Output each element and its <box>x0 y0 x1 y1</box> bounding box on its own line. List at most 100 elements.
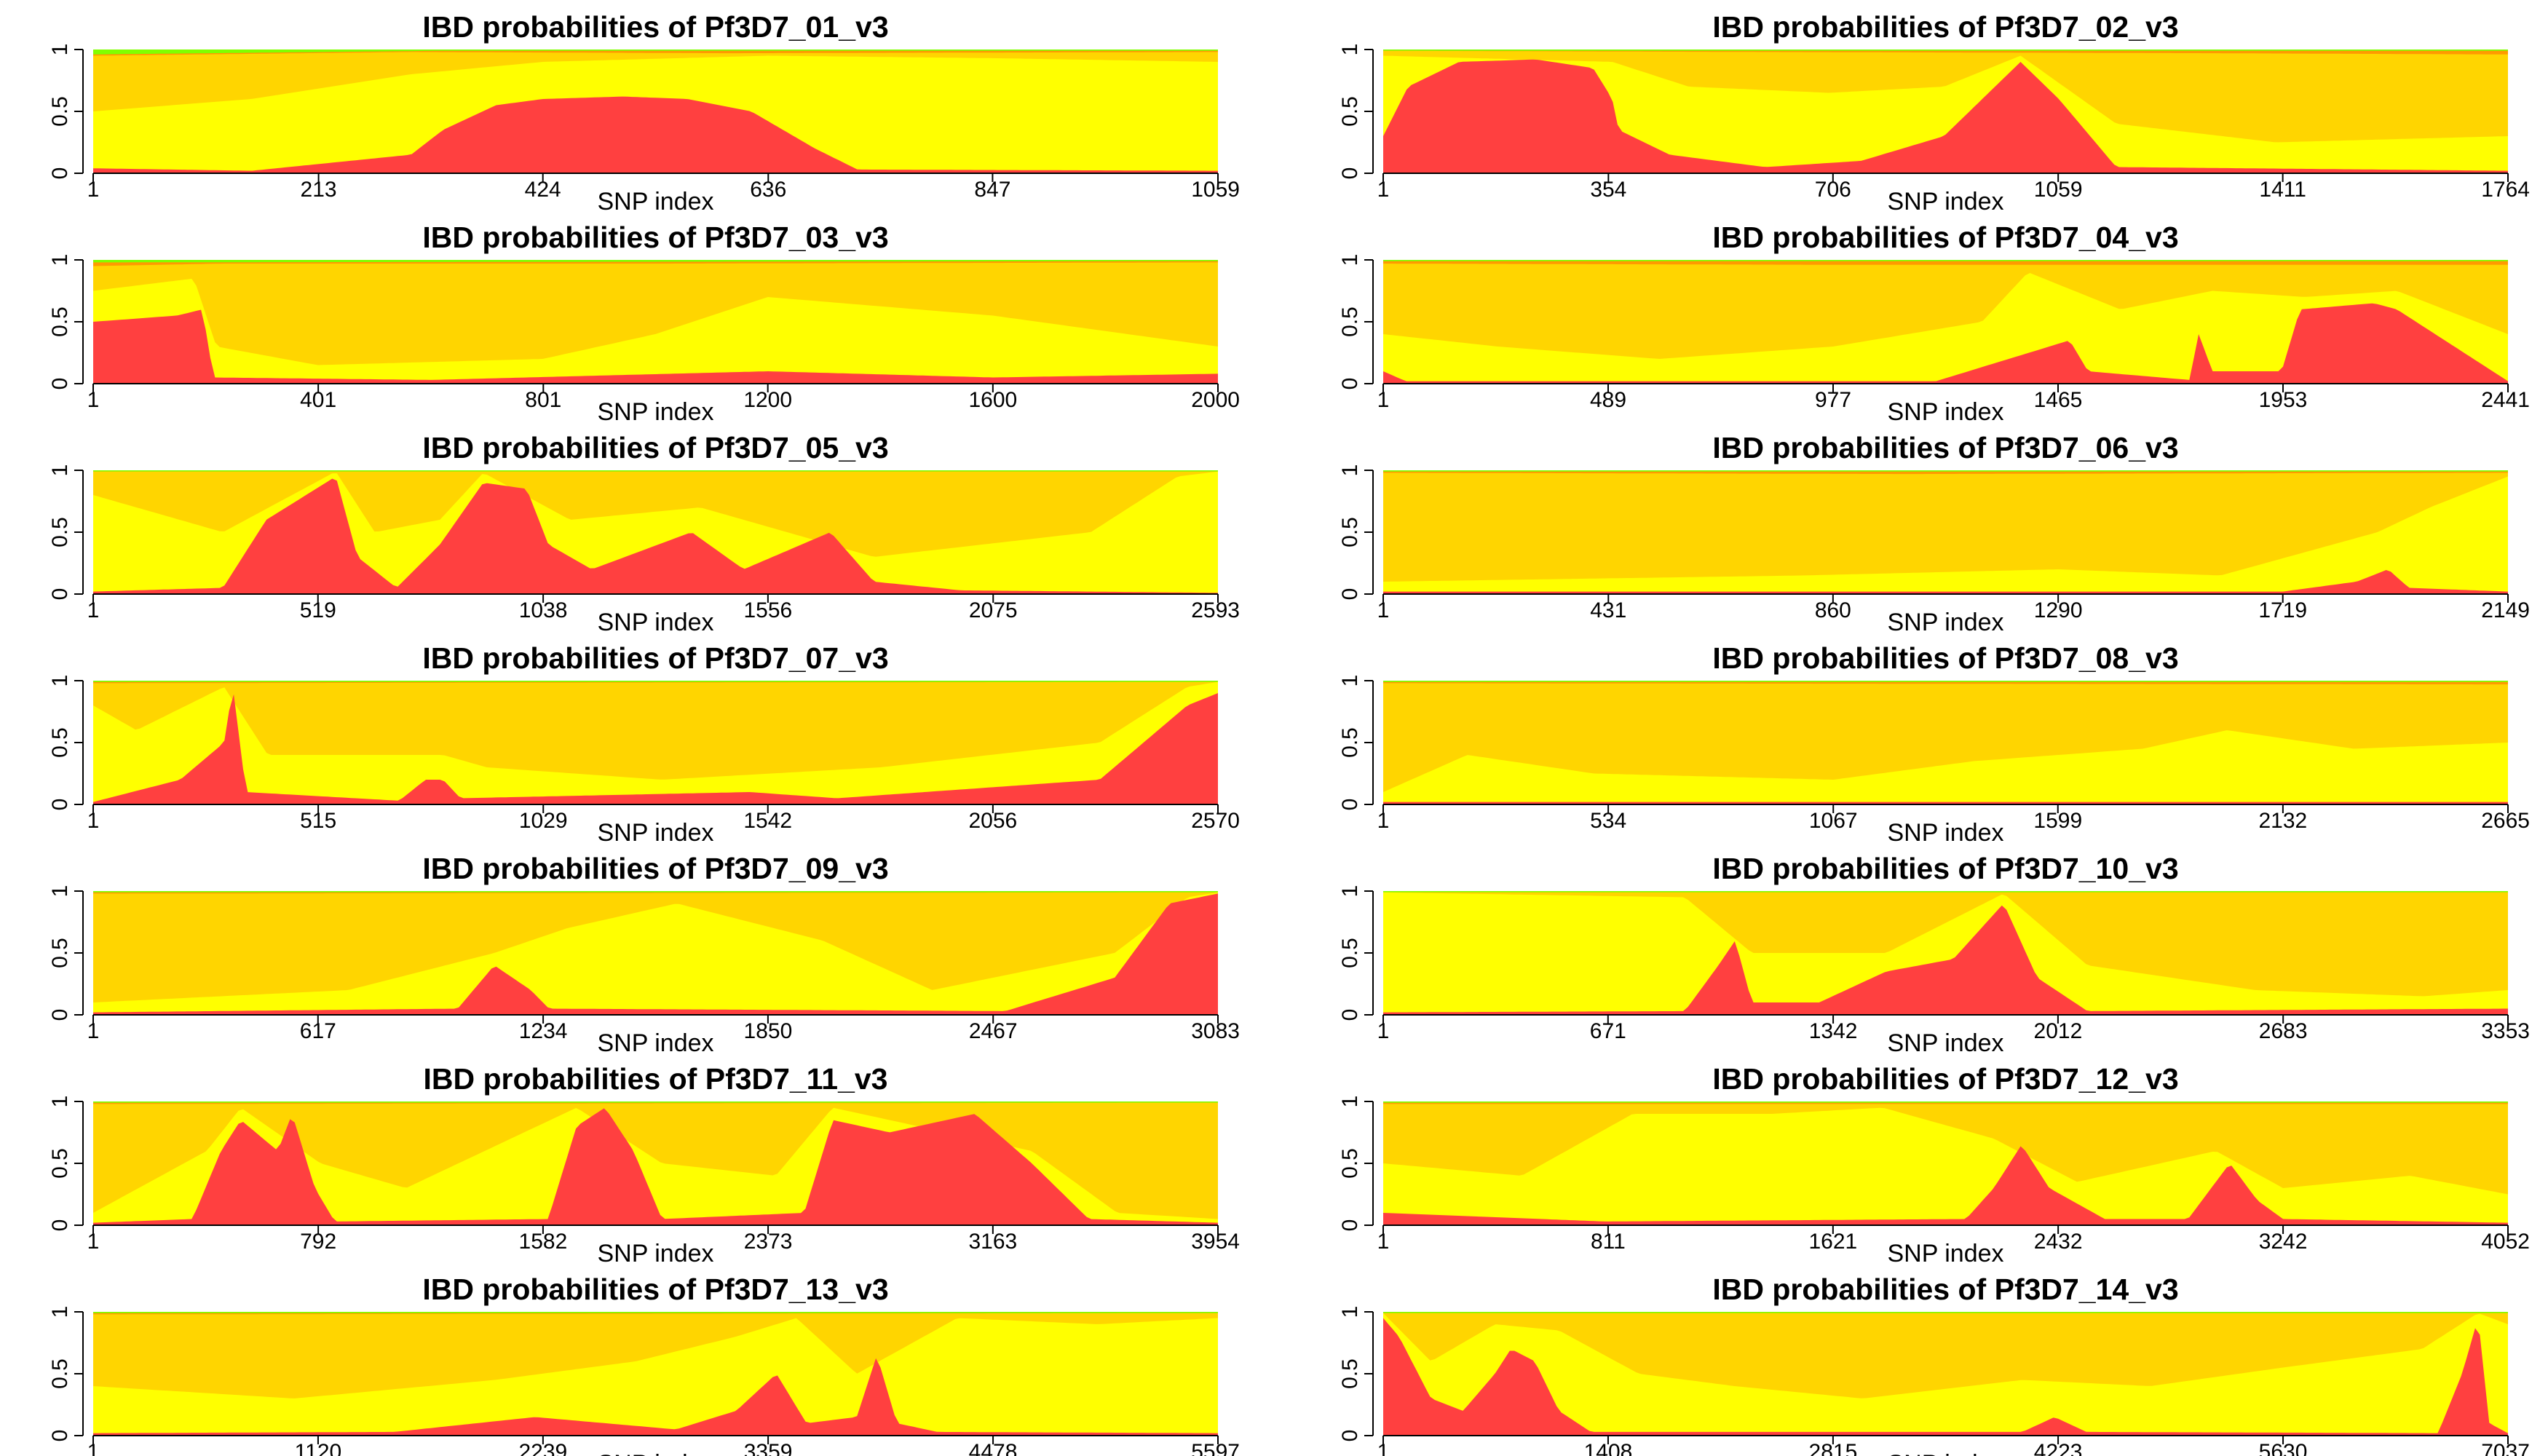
pf3d7-12-x-tick-label-2: 1621 <box>1808 1230 1857 1254</box>
pf3d7-04-x-tick-label-3: 1465 <box>2034 388 2083 412</box>
pf3d7-11-x-tick-label-5: 3954 <box>1191 1230 1240 1254</box>
panel-pf3d7-03: IBD probabilities of Pf3D7_03_v3 1 401 801 1… <box>48 221 1240 426</box>
pf3d7-12-y-tick-label-0: 0 <box>1338 1219 1362 1232</box>
pf3d7-05-y-tick-label-1: 0.5 <box>48 517 72 547</box>
pf3d7-09-y-tick-label-0: 0 <box>48 1009 72 1021</box>
pf3d7-08-x-label: SNP index <box>1887 819 2003 847</box>
pf3d7-02-x-tick-label-2: 706 <box>1815 178 1851 202</box>
pf3d7-07-y-tick-label-1: 0.5 <box>48 727 72 758</box>
pf3d7-11-red-area <box>93 1108 1218 1225</box>
pf3d7-13-x-tick-label-3: 3359 <box>744 1440 793 1456</box>
pf3d7-07-x-tick-label-2: 1029 <box>519 809 568 833</box>
pf3d7-04-y-tick-label-1: 0.5 <box>1338 306 1362 337</box>
pf3d7-01-x-tick-label-3: 636 <box>750 178 786 202</box>
panel-pf3d7-05: IBD probabilities of Pf3D7_05_v3 1 519 1038… <box>48 431 1240 636</box>
pf3d7-06-title: IBD probabilities of Pf3D7_06_v3 <box>1712 431 2178 464</box>
panel-pf3d7-10: IBD probabilities of Pf3D7_10_v3 1 671 1342… <box>1338 852 2530 1057</box>
pf3d7-08-title: IBD probabilities of Pf3D7_08_v3 <box>1712 641 2178 675</box>
pf3d7-07-x-tick-label-5: 2570 <box>1191 809 1240 833</box>
pf3d7-04-x-tick-label-5: 2441 <box>2481 388 2530 412</box>
pf3d7-07-yellow-area <box>93 681 1218 804</box>
pf3d7-14-y-tick-label-0: 0 <box>1338 1430 1362 1442</box>
pf3d7-11-x-label: SNP index <box>597 1240 713 1267</box>
pf3d7-10-x-tick-label-4: 2683 <box>2259 1019 2308 1043</box>
panel-pf3d7-12: IBD probabilities of Pf3D7_12_v3 1 811 1621… <box>1338 1062 2530 1267</box>
pf3d7-04-x-tick-label-2: 977 <box>1815 388 1851 412</box>
pf3d7-04-y-tick-label-0: 0 <box>1338 378 1362 390</box>
pf3d7-14-x-label: SNP index <box>1887 1450 2003 1456</box>
pf3d7-01-x-tick-label-0: 1 <box>87 178 100 202</box>
pf3d7-05-red-area <box>93 478 1218 594</box>
pf3d7-07-y-tick-label-2: 1 <box>48 675 72 687</box>
pf3d7-03-x-label: SNP index <box>597 398 713 426</box>
pf3d7-11-x-tick-label-3: 2373 <box>744 1230 793 1254</box>
pf3d7-05-yellow-area <box>93 471 1218 594</box>
pf3d7-03-x-tick-label-3: 1200 <box>743 388 792 412</box>
pf3d7-01-x-label: SNP index <box>597 188 713 215</box>
pf3d7-14-red-area <box>1383 1318 2508 1436</box>
pf3d7-12-y-tick-label-1: 0.5 <box>1338 1148 1362 1179</box>
pf3d7-13-x-tick-label-1: 1120 <box>295 1440 342 1456</box>
pf3d7-10-x-tick-label-5: 3353 <box>2481 1019 2530 1043</box>
pf3d7-06-x-label: SNP index <box>1887 609 2003 636</box>
pf3d7-02-x-tick-label-4: 1411 <box>2259 178 2306 202</box>
pf3d7-13-x-tick-label-5: 5597 <box>1191 1440 1240 1456</box>
pf3d7-04-x-tick-label-0: 1 <box>1377 388 1390 412</box>
pf3d7-11-y-tick-label-1: 0.5 <box>48 1148 72 1179</box>
pf3d7-12-y-tick-label-2: 1 <box>1338 1096 1362 1108</box>
pf3d7-03-x-tick-label-1: 401 <box>300 388 336 412</box>
pf3d7-02-y-tick-label-0: 0 <box>1338 167 1362 180</box>
pf3d7-14-x-tick-label-5: 7037 <box>2481 1440 2530 1456</box>
pf3d7-08-y-tick-label-0: 0 <box>1338 799 1362 811</box>
pf3d7-02-x-label: SNP index <box>1887 188 2003 215</box>
pf3d7-01-y-tick-label-2: 1 <box>48 44 72 56</box>
pf3d7-08-x-tick-label-5: 2665 <box>2481 809 2530 833</box>
pf3d7-03-x-tick-label-2: 801 <box>525 388 561 412</box>
pf3d7-12-x-tick-label-4: 3242 <box>2259 1230 2308 1254</box>
pf3d7-06-red-area <box>1383 570 2508 594</box>
pf3d7-09-x-tick-label-1: 617 <box>300 1019 336 1043</box>
pf3d7-03-red-area <box>93 309 1218 384</box>
pf3d7-09-y-tick-label-2: 1 <box>48 885 72 898</box>
pf3d7-08-y-tick-label-2: 1 <box>1338 675 1362 687</box>
pf3d7-13-x-tick-label-2: 2239 <box>519 1440 568 1456</box>
panel-pf3d7-06: IBD probabilities of Pf3D7_06_v3 1 431 860 1… <box>1338 431 2530 636</box>
pf3d7-09-x-tick-label-5: 3083 <box>1191 1019 1240 1043</box>
pf3d7-04-x-label: SNP index <box>1887 398 2003 426</box>
pf3d7-12-x-tick-label-5: 4052 <box>2481 1230 2530 1254</box>
pf3d7-02-x-tick-label-1: 354 <box>1590 178 1626 202</box>
pf3d7-05-title: IBD probabilities of Pf3D7_05_v3 <box>422 431 888 464</box>
pf3d7-06-y-tick-label-1: 0.5 <box>1338 517 1362 547</box>
pf3d7-10-x-tick-label-0: 1 <box>1377 1019 1390 1043</box>
pf3d7-13-yellow-area <box>93 1318 1218 1436</box>
pf3d7-11-y-tick-label-0: 0 <box>48 1219 72 1232</box>
pf3d7-11-x-tick-label-2: 1582 <box>519 1230 568 1254</box>
pf3d7-09-x-tick-label-3: 1850 <box>744 1019 793 1043</box>
pf3d7-13-y-tick-label-2: 1 <box>48 1306 72 1318</box>
pf3d7-06-y-tick-label-0: 0 <box>1338 588 1362 601</box>
pf3d7-02-x-tick-label-0: 1 <box>1377 178 1390 202</box>
pf3d7-05-y-tick-label-0: 0 <box>48 588 72 601</box>
pf3d7-10-x-tick-label-2: 1342 <box>1809 1019 1858 1043</box>
pf3d7-13-x-tick-label-0: 1 <box>87 1440 100 1456</box>
pf3d7-07-title: IBD probabilities of Pf3D7_07_v3 <box>422 641 888 675</box>
pf3d7-13-x-tick-label-4: 4478 <box>969 1440 1018 1456</box>
pf3d7-05-y-tick-label-2: 1 <box>48 464 72 477</box>
pf3d7-12-red-area <box>1383 1146 2508 1225</box>
pf3d7-13-x-label: SNP index <box>597 1450 713 1456</box>
pf3d7-12-x-tick-label-0: 1 <box>1377 1230 1390 1254</box>
panel-pf3d7-02: IBD probabilities of Pf3D7_02_v3 1 354 706 1… <box>1338 10 2530 215</box>
pf3d7-10-y-tick-label-0: 0 <box>1338 1009 1362 1021</box>
pf3d7-01-y-tick-label-1: 0.5 <box>48 96 72 127</box>
pf3d7-08-x-tick-label-3: 1599 <box>2033 809 2082 833</box>
pf3d7-03-y-tick-label-1: 0.5 <box>48 306 72 337</box>
pf3d7-02-x-tick-label-5: 1764 <box>2481 178 2530 202</box>
panel-pf3d7-07: IBD probabilities of Pf3D7_07_v3 1 515 1029… <box>48 641 1240 847</box>
pf3d7-04-y-tick-label-2: 1 <box>1338 254 1362 266</box>
pf3d7-03-x-tick-label-4: 1600 <box>968 388 1017 412</box>
pf3d7-09-x-tick-label-4: 2467 <box>969 1019 1018 1043</box>
pf3d7-13-y-tick-label-1: 0.5 <box>48 1358 72 1389</box>
pf3d7-09-title: IBD probabilities of Pf3D7_09_v3 <box>422 852 888 885</box>
pf3d7-01-x-tick-label-1: 213 <box>301 178 337 202</box>
